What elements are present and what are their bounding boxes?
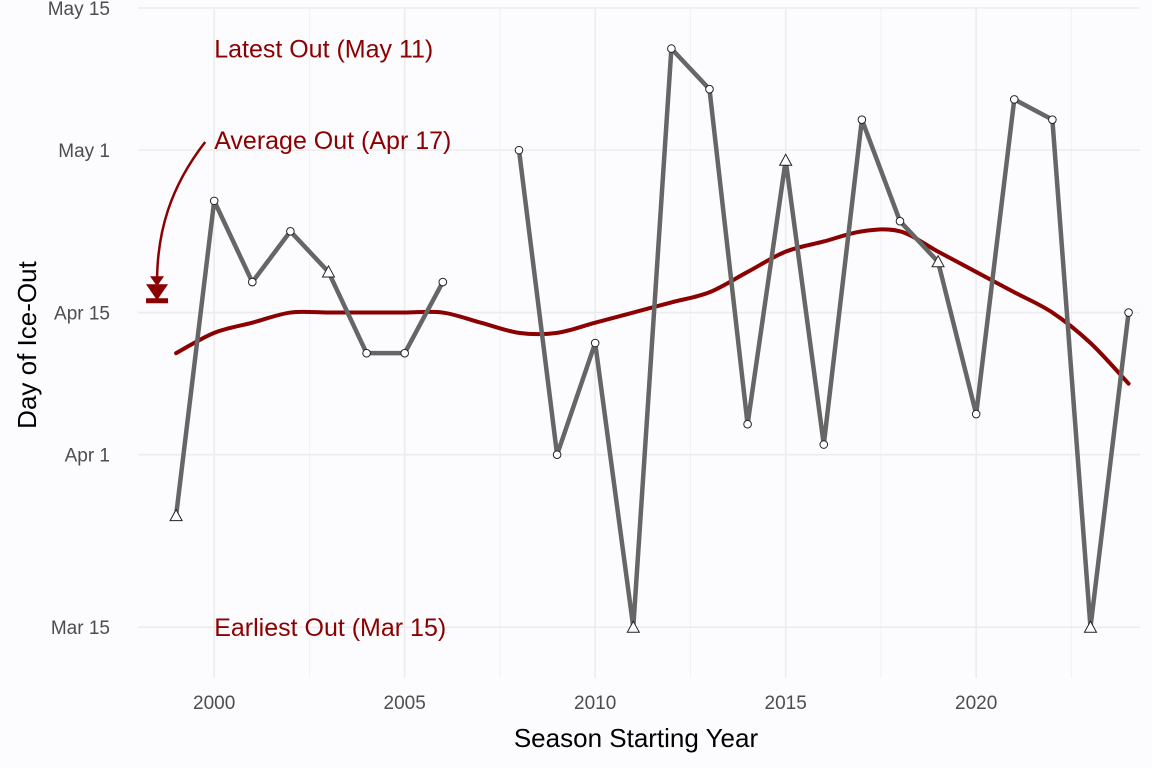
triangle-marker	[626, 620, 641, 633]
annotation-label: Latest Out (May 11)	[214, 36, 433, 64]
x-tick-labels: 2000 2005 2010 2015 2020	[193, 693, 997, 714]
circle-marker	[743, 419, 752, 429]
x-tick-label: 2020	[955, 693, 997, 714]
circle-marker	[895, 216, 905, 226]
x-tick-label: 2000	[193, 693, 235, 714]
triangle-marker	[321, 264, 336, 278]
circle-marker	[438, 277, 448, 287]
triangle-marker	[931, 254, 945, 268]
circle-marker	[362, 348, 371, 358]
triangle-marker	[169, 508, 183, 522]
circle-marker	[857, 115, 867, 124]
circle-marker	[209, 196, 219, 206]
y-tick-label: May 1	[58, 141, 110, 162]
circle-marker	[971, 409, 981, 419]
annotation-label: Average Out (Apr 17)	[214, 127, 451, 155]
circle-marker	[590, 338, 600, 348]
circle-marker	[1048, 115, 1057, 124]
y-axis-title: Day of Ice-Out	[12, 260, 42, 428]
circle-marker	[1009, 95, 1019, 104]
triangle-marker	[1083, 620, 1098, 633]
annotation-label: Earliest Out (Mar 15)	[214, 614, 446, 642]
observed-line	[516, 46, 1131, 630]
circle-marker	[819, 440, 829, 449]
x-tick-label: 2005	[384, 693, 426, 714]
y-tick-label: Apr 1	[65, 446, 110, 467]
y-tick-labels: Mar 15 Apr 1 Apr 15 May 1 May 15	[48, 0, 110, 639]
x-tick-label: 2010	[574, 693, 616, 714]
circle-marker	[514, 145, 524, 155]
circle-marker	[400, 348, 409, 358]
y-tick-label: Apr 15	[54, 304, 110, 325]
average-arrow	[155, 141, 207, 283]
average-down-triangle-icon	[146, 284, 169, 301]
y-tick-label: May 15	[48, 0, 110, 20]
annotations: Latest Out (May 11) Average Out (Apr 17) E…	[146, 36, 451, 642]
observed-line	[173, 198, 445, 516]
circle-marker	[667, 44, 676, 53]
circle-marker	[552, 450, 562, 459]
y-tick-label: Mar 15	[51, 618, 110, 639]
arrowhead-icon	[150, 276, 165, 287]
average-marker-bar	[146, 298, 169, 304]
observed-markers	[169, 44, 1133, 633]
triangle-marker	[778, 153, 793, 166]
circle-marker	[286, 227, 295, 236]
circle-marker	[247, 277, 257, 287]
circle-marker	[1124, 308, 1133, 317]
circle-marker	[705, 84, 714, 94]
x-tick-label: 2015	[765, 693, 807, 714]
x-axis-title: Season Starting Year	[514, 723, 759, 753]
grid	[138, 7, 1140, 678]
